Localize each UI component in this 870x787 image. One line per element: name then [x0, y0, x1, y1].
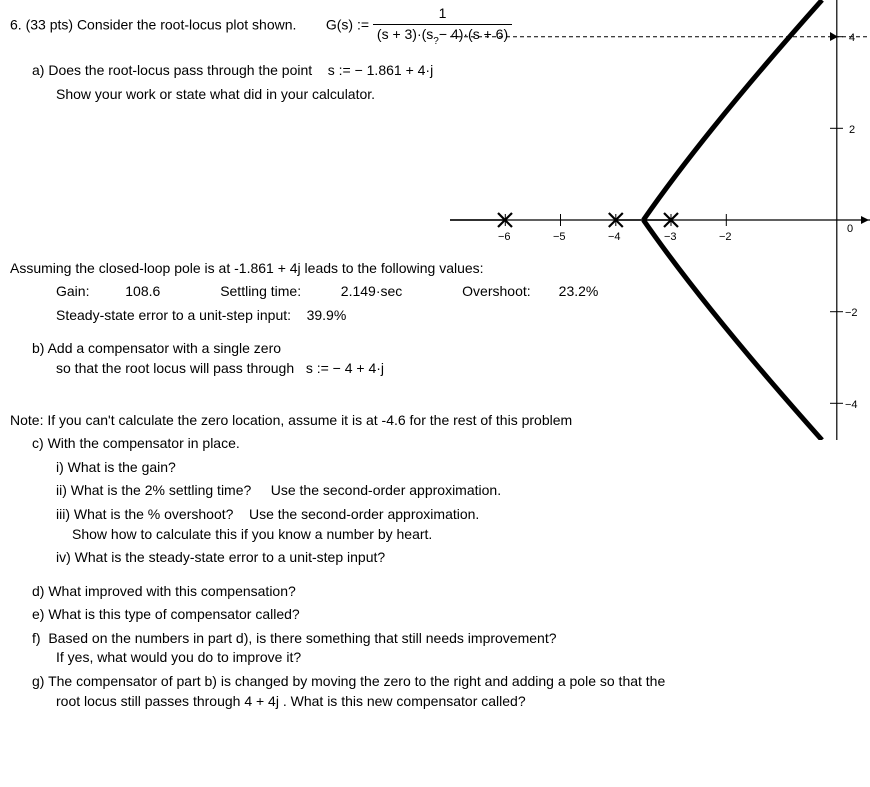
svg-text:−4: −4 [608, 231, 621, 243]
part-c-line: With the compensator in place. [48, 435, 240, 451]
svg-text:−3: −3 [664, 231, 677, 243]
part-e: e) What is this type of compensator call… [32, 605, 860, 625]
part-c-iii: iii) What is the % overshoot? Use the se… [56, 505, 860, 525]
part-a-label: a) [32, 62, 44, 78]
ts-value: 2.149·sec [341, 283, 402, 299]
part-g: g) The compensator of part b) is changed… [32, 672, 860, 692]
sse-value: 39.9% [307, 307, 347, 323]
part-c-i: i) What is the gain? [56, 458, 860, 478]
part-d: d) What improved with this compensation? [32, 582, 860, 602]
problem-page: −6 −5 −4 −3 −2 0 4 2 −2 −4 [0, 0, 870, 721]
part-f-line2: If yes, what would you do to improve it? [56, 648, 860, 668]
part-b-line1: Add a compensator with a single zero [48, 340, 281, 356]
part-g-line2: root locus still passes through 4 + 4j .… [56, 692, 860, 712]
svg-text:−5: −5 [553, 231, 566, 243]
sse-label: Steady-state error to a unit-step input: [56, 307, 291, 323]
gain-label: Gain: [56, 283, 89, 299]
gs-label: G(s) := [326, 16, 369, 32]
root-locus-plot: −6 −5 −4 −3 −2 0 4 2 −2 −4 [450, 0, 870, 440]
part-a-line1a: Does the root-locus pass through the poi… [48, 62, 312, 78]
gain-value: 108.6 [125, 283, 160, 299]
svg-text:−6: −6 [498, 231, 511, 243]
problem-points: (33 pts) [26, 16, 73, 32]
problem-number: 6. [10, 16, 22, 32]
svg-text:−2: −2 [845, 307, 858, 319]
svg-text:4: 4 [849, 32, 855, 44]
svg-text:0: 0 [847, 223, 853, 235]
part-f: f) Based on the numbers in part d), is t… [32, 629, 860, 649]
svg-text:2: 2 [849, 124, 855, 136]
part-c-ii: ii) What is the 2% settling time? Use th… [56, 481, 860, 501]
part-b-label: b) [32, 340, 44, 356]
svg-text:−4: −4 [845, 399, 858, 411]
ts-label: Settling time: [220, 283, 301, 299]
problem-intro: Consider the root-locus plot shown. [77, 16, 296, 32]
part-c-iii-sub: Show how to calculate this if you know a… [72, 525, 860, 545]
part-c-label: c) [32, 435, 44, 451]
svg-text:−2: −2 [719, 231, 732, 243]
part-c-iv: iv) What is the steady-state error to a … [56, 548, 860, 568]
part-a-point: s := − 1.861 + 4·j [328, 62, 433, 78]
